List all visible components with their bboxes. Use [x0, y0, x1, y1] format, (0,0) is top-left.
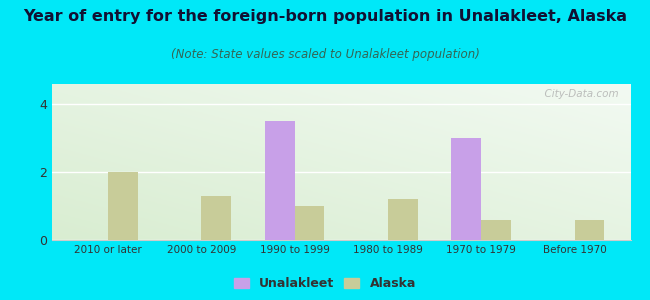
- Bar: [388, 199, 418, 240]
- Bar: [451, 138, 481, 240]
- Bar: [575, 220, 604, 240]
- Bar: [202, 196, 231, 240]
- Bar: [294, 206, 324, 240]
- Text: (Note: State values scaled to Unalakleet population): (Note: State values scaled to Unalakleet…: [170, 48, 480, 61]
- Bar: [108, 172, 138, 240]
- Text: Year of entry for the foreign-born population in Unalakleet, Alaska: Year of entry for the foreign-born popul…: [23, 9, 627, 24]
- Text: City-Data.com: City-Data.com: [538, 89, 619, 99]
- Bar: [481, 220, 511, 240]
- Legend: Unalakleet, Alaska: Unalakleet, Alaska: [231, 273, 419, 294]
- Bar: [265, 121, 294, 240]
